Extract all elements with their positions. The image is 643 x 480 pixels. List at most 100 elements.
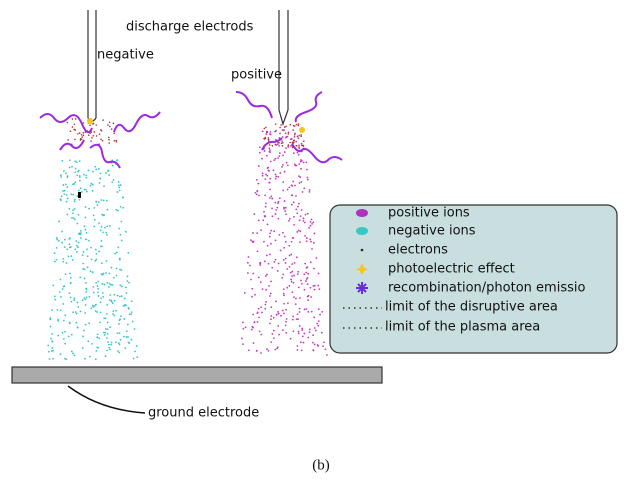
positive-ion [255, 178, 258, 181]
positive-ion [310, 218, 313, 221]
negative-ion [105, 199, 108, 202]
negative-ion [91, 271, 94, 274]
positive-ion [268, 235, 271, 238]
negative-ion [119, 184, 122, 186]
legend-label: limit of the plasma area [385, 320, 540, 335]
positive-ion [297, 318, 299, 321]
positive-ion [279, 172, 282, 174]
negative-ion [119, 205, 122, 208]
negative-ion [123, 297, 126, 300]
negative-ion [112, 310, 115, 312]
negative-ion [62, 257, 65, 260]
negative-ion [69, 282, 72, 285]
electron [107, 136, 110, 139]
negative-ion [133, 328, 136, 330]
positive-ion [286, 286, 289, 289]
electron [300, 135, 302, 138]
electron [81, 136, 84, 138]
negative-ion [122, 196, 124, 199]
negative-ion [73, 299, 76, 302]
electron [93, 131, 96, 133]
negative-ion [136, 356, 139, 358]
positive-ion [277, 157, 279, 159]
electron [78, 132, 81, 134]
positive-ion [299, 176, 302, 179]
electron [303, 140, 305, 143]
positive-ion [296, 205, 299, 208]
negative-ion [100, 245, 102, 248]
electron [87, 134, 90, 136]
electron [77, 133, 79, 135]
positive-ion [269, 232, 272, 235]
legend-label: photoelectric effect [388, 262, 515, 277]
negative-ion [128, 313, 131, 316]
positive-ion [242, 343, 244, 346]
negative-ion [83, 297, 86, 300]
negative-ion [47, 344, 50, 347]
positive-ion [283, 129, 285, 131]
positive-ion [257, 219, 260, 222]
positive-ion [310, 240, 312, 243]
negative-ion [87, 169, 90, 172]
negative-ion [90, 307, 93, 310]
positive-ion [252, 240, 255, 243]
positive-ion [318, 288, 321, 291]
negative-ion [82, 262, 85, 265]
positive-ion [252, 272, 255, 275]
negative-ion [100, 225, 103, 228]
negative-ion [118, 323, 120, 325]
negative-ion [85, 190, 88, 193]
electron [71, 118, 74, 120]
positive-ion [288, 285, 291, 287]
negative-ion [82, 251, 85, 253]
positive-ion [254, 293, 256, 296]
positive-ion [309, 221, 312, 223]
negative-ion [94, 259, 97, 262]
positive-ion [285, 320, 288, 323]
negative-ion [104, 317, 107, 320]
legend-marker [356, 282, 368, 294]
positive-ion [251, 295, 253, 298]
negative-ion [48, 350, 50, 353]
positive-ion [290, 280, 293, 283]
negative-ion [54, 298, 57, 301]
negative-ion [60, 199, 62, 202]
electron [295, 123, 298, 126]
positive-ion [309, 238, 312, 241]
positive-ion [304, 234, 306, 237]
positive-ion [282, 181, 285, 183]
positive-ion [296, 313, 299, 316]
positive-ion [289, 271, 292, 274]
positive-ion [307, 299, 309, 302]
positive-ion [305, 278, 308, 280]
electron [263, 138, 266, 140]
positive-ion [280, 314, 282, 317]
positive-ion [269, 177, 272, 180]
negative-ion [84, 323, 87, 326]
negative-ion [113, 293, 116, 296]
positive-label: positive [231, 68, 282, 83]
negative-ion [118, 351, 121, 354]
electron [275, 138, 277, 141]
positive-ion [253, 213, 256, 216]
negative-ion [101, 283, 104, 285]
negative-ion [124, 230, 127, 233]
positive-ion [277, 262, 280, 265]
negative-ion [76, 174, 79, 177]
positive-ion [266, 244, 269, 247]
electron [296, 135, 299, 138]
negative-ion [86, 255, 89, 258]
positive-ion [310, 296, 313, 298]
positive-ion [304, 262, 306, 265]
negative-ion [111, 302, 114, 305]
negative-ion [122, 335, 125, 338]
electron-mark [78, 192, 81, 198]
negative-ion [65, 200, 68, 203]
electron [92, 134, 95, 137]
negative-ion [73, 354, 76, 357]
electron [74, 118, 77, 120]
electron [268, 144, 271, 146]
negative-ion [130, 338, 133, 341]
positive-ion [283, 207, 285, 210]
negative-ion [62, 260, 65, 263]
